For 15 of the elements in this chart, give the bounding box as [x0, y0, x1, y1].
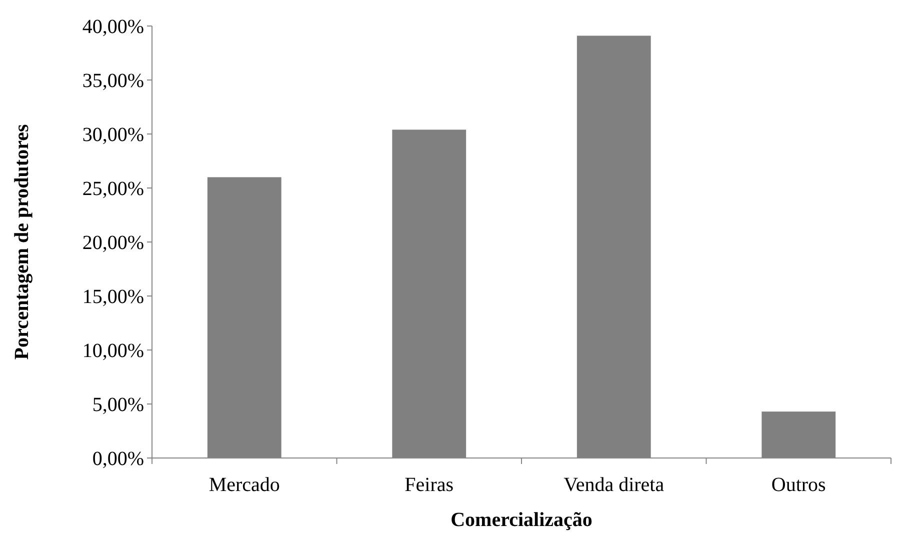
y-tick-label: 5,00%: [92, 394, 144, 416]
y-tick-label: 30,00%: [82, 124, 144, 146]
y-tick-label: 20,00%: [82, 232, 144, 254]
y-tick-label: 0,00%: [92, 448, 144, 470]
y-tick-label: 25,00%: [82, 178, 144, 200]
x-tick-label: Outros: [771, 474, 826, 496]
x-tick-label: Feiras: [404, 474, 454, 496]
y-tick-label: 35,00%: [82, 70, 144, 92]
x-axis-title: Comercialização: [450, 509, 592, 531]
y-tick-label: 10,00%: [82, 340, 144, 362]
y-tick-label: 15,00%: [82, 286, 144, 308]
x-tick-label: Mercado: [208, 474, 280, 496]
x-tick-label: Venda direta: [564, 474, 664, 496]
y-tick-label: 40,00%: [82, 16, 144, 38]
y-axis-title: Porcentagem de produtores: [11, 124, 33, 360]
